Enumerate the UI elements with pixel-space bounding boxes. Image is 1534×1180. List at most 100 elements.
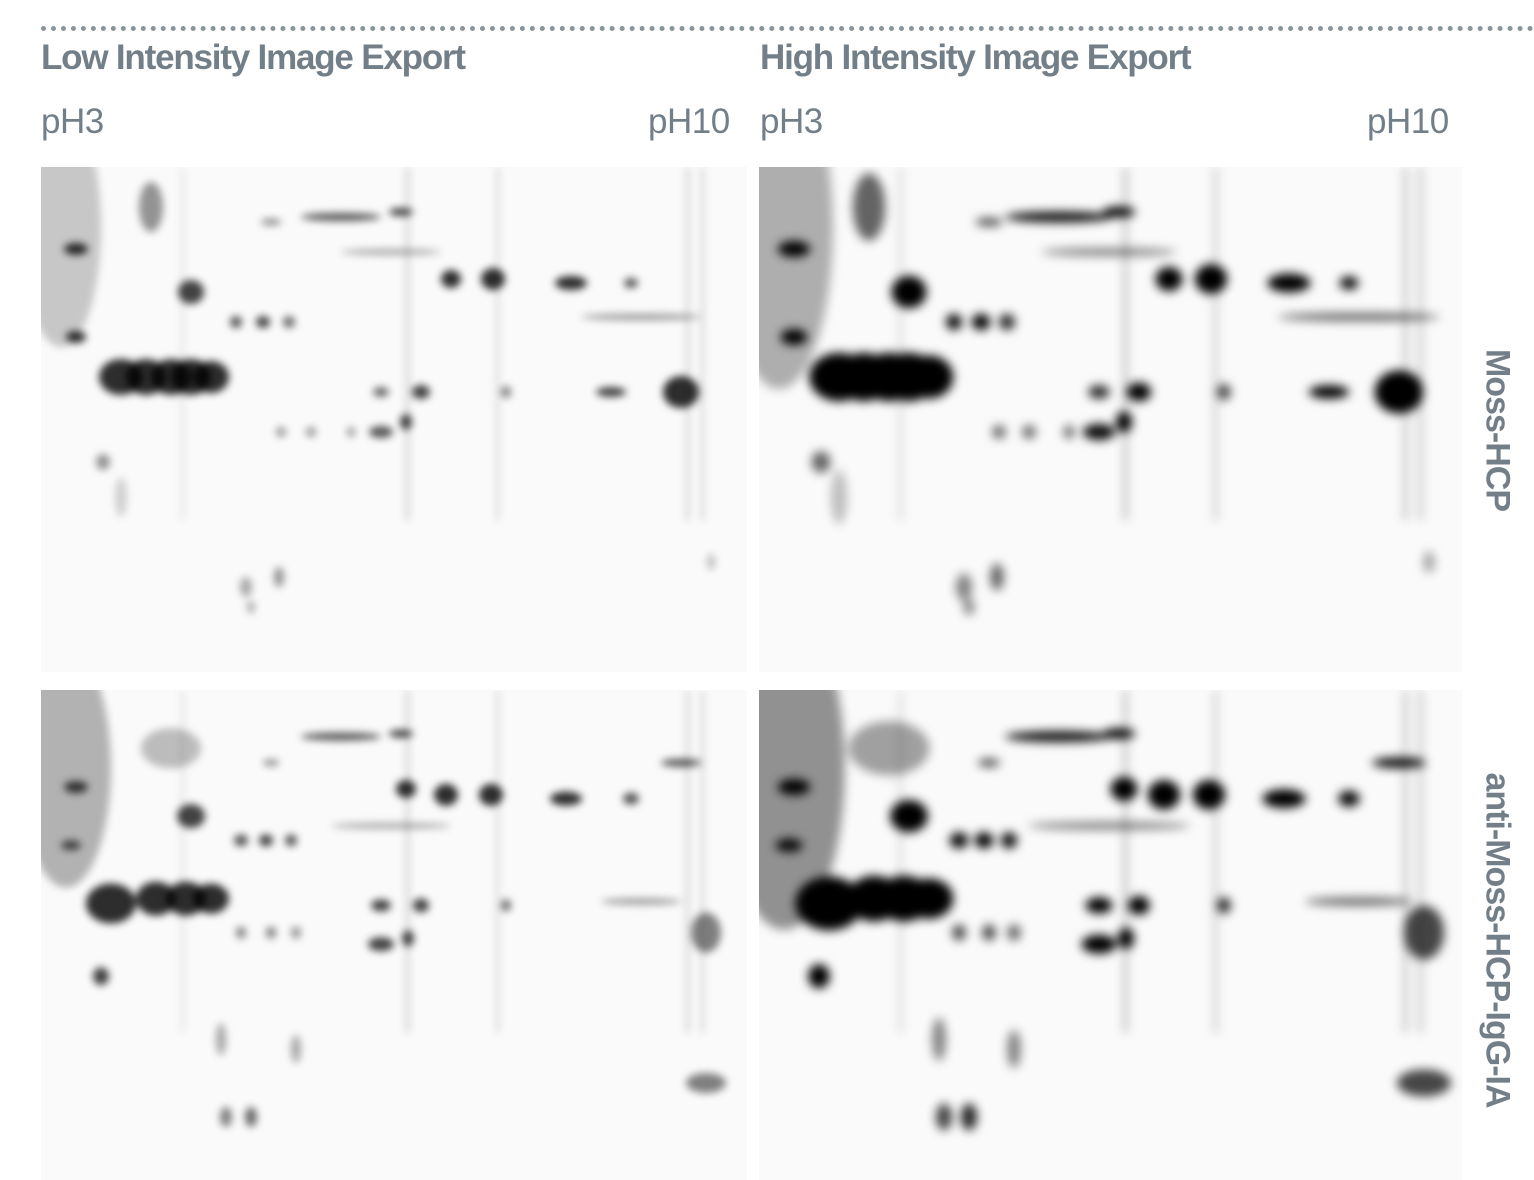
protein-spot bbox=[1028, 822, 1190, 830]
protein-spot bbox=[141, 728, 201, 768]
protein-spot bbox=[978, 759, 1000, 767]
protein-spot bbox=[413, 898, 429, 912]
protein-spot bbox=[932, 1018, 946, 1061]
row-label: Moss-HCP bbox=[1478, 349, 1517, 511]
protein-spot bbox=[581, 314, 701, 320]
protein-spot bbox=[402, 930, 414, 946]
protein-spot bbox=[1022, 425, 1036, 439]
protein-spot bbox=[61, 840, 81, 850]
protein-spot bbox=[245, 1107, 257, 1127]
protein-spot bbox=[220, 1107, 232, 1127]
protein-spot bbox=[285, 834, 297, 846]
protein-spot bbox=[256, 316, 270, 328]
protein-spot bbox=[1081, 935, 1116, 954]
gel-image bbox=[759, 690, 1462, 1180]
protein-spot bbox=[301, 213, 381, 221]
protein-spot bbox=[1001, 832, 1017, 848]
protein-spot bbox=[481, 268, 505, 290]
ph-start: pH3 bbox=[41, 102, 104, 142]
protein-spot bbox=[1262, 789, 1305, 808]
protein-spot bbox=[369, 426, 393, 438]
streak bbox=[1404, 167, 1407, 521]
protein-spot bbox=[276, 427, 286, 437]
protein-spot bbox=[707, 554, 715, 570]
protein-spot bbox=[234, 834, 248, 846]
protein-spot bbox=[41, 167, 101, 347]
protein-spot bbox=[306, 427, 316, 437]
protein-spot bbox=[1103, 207, 1135, 218]
protein-spot bbox=[1042, 248, 1177, 256]
protein-spot bbox=[778, 241, 810, 257]
streak bbox=[406, 690, 409, 1033]
protein-spot bbox=[139, 182, 163, 232]
protein-spot bbox=[946, 314, 962, 330]
row-label: anti-Moss-HCP-IgG-IA bbox=[1478, 772, 1517, 1107]
protein-spot bbox=[1375, 370, 1424, 413]
protein-spot bbox=[389, 208, 413, 216]
protein-spot bbox=[1118, 928, 1134, 950]
streak bbox=[1404, 690, 1407, 1033]
protein-spot bbox=[64, 781, 88, 793]
protein-spot bbox=[441, 270, 461, 288]
protein-spot bbox=[479, 784, 503, 806]
protein-spot bbox=[66, 331, 86, 343]
protein-spot bbox=[1278, 313, 1440, 321]
protein-spot bbox=[950, 832, 969, 848]
protein-spot bbox=[1193, 780, 1225, 810]
streak bbox=[701, 167, 704, 521]
protein-spot bbox=[274, 567, 284, 587]
protein-spot bbox=[341, 249, 441, 255]
streak bbox=[1214, 167, 1217, 521]
protein-spot bbox=[301, 733, 381, 741]
streak bbox=[686, 167, 689, 521]
protein-spot bbox=[1088, 385, 1110, 399]
protein-spot bbox=[216, 1023, 226, 1055]
protein-spot bbox=[1064, 425, 1075, 439]
protein-spot bbox=[193, 884, 229, 914]
protein-spot bbox=[1397, 1069, 1451, 1096]
ph-start: pH3 bbox=[760, 102, 823, 142]
protein-spot bbox=[64, 243, 88, 255]
streak bbox=[1419, 167, 1422, 521]
protein-spot bbox=[115, 477, 127, 517]
protein-spot bbox=[812, 451, 831, 473]
gel-image bbox=[41, 690, 747, 1180]
protein-spot bbox=[905, 878, 954, 919]
protein-spot bbox=[1338, 791, 1360, 807]
protein-spot bbox=[178, 280, 204, 304]
dotted-rule bbox=[41, 26, 1534, 31]
protein-spot bbox=[1267, 274, 1310, 293]
protein-spot bbox=[1424, 551, 1435, 573]
protein-spot bbox=[283, 316, 295, 328]
protein-spot bbox=[661, 759, 701, 767]
protein-spot bbox=[93, 967, 109, 985]
protein-spot bbox=[1128, 896, 1150, 915]
protein-spot bbox=[1148, 780, 1180, 810]
protein-spot bbox=[1127, 383, 1151, 402]
protein-spot bbox=[555, 276, 587, 290]
protein-spot bbox=[596, 387, 626, 397]
protein-spot bbox=[808, 964, 830, 988]
protein-spot bbox=[975, 832, 994, 848]
protein-spot bbox=[400, 414, 412, 430]
streak bbox=[496, 690, 499, 1033]
panel-title: Low Intensity Image Export bbox=[41, 38, 465, 78]
streak bbox=[496, 167, 499, 521]
protein-spot bbox=[663, 376, 699, 408]
protein-spot bbox=[396, 780, 416, 798]
protein-spot bbox=[501, 899, 511, 911]
protein-spot bbox=[1309, 385, 1350, 399]
protein-spot bbox=[956, 574, 972, 601]
protein-spot bbox=[501, 386, 511, 398]
protein-spot bbox=[1156, 267, 1183, 291]
ph-end: pH10 bbox=[648, 102, 730, 142]
protein-spot bbox=[776, 838, 803, 852]
protein-spot bbox=[291, 927, 301, 939]
protein-spot bbox=[778, 779, 810, 795]
protein-spot bbox=[1005, 731, 1113, 742]
protein-spot bbox=[368, 937, 394, 951]
protein-spot bbox=[890, 800, 928, 832]
streak bbox=[181, 167, 184, 521]
protein-spot bbox=[623, 793, 639, 805]
protein-spot bbox=[691, 913, 721, 953]
